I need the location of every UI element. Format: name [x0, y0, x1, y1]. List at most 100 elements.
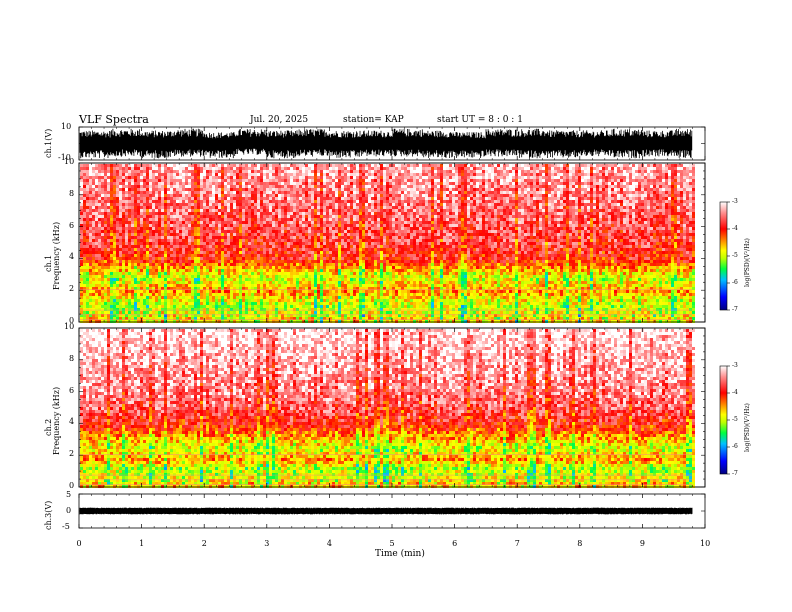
spectrogram-cell — [206, 254, 209, 257]
spectrogram-cell — [227, 188, 230, 191]
spectrogram-cell — [116, 209, 119, 212]
spectrogram-cell — [317, 206, 320, 209]
spectrogram-cell — [83, 272, 86, 275]
spectrogram-cell — [128, 266, 131, 269]
spectrogram-cell — [215, 290, 218, 293]
spectrogram-cell — [269, 242, 272, 245]
spectrogram-cell — [131, 251, 134, 254]
spectrogram-cell — [104, 281, 107, 284]
spectrogram-cell — [107, 248, 110, 251]
spectrogram-cell — [197, 284, 200, 287]
spectrogram-cell — [245, 242, 248, 245]
spectrogram-cell — [191, 233, 194, 236]
spectrogram-cell — [113, 290, 116, 293]
spectrogram-cell — [209, 311, 212, 314]
spectrogram-cell — [155, 281, 158, 284]
spectrogram-cell — [353, 179, 356, 182]
spectrogram-cell — [323, 254, 326, 257]
spectrogram-cell — [323, 176, 326, 179]
spectrogram-cell — [179, 293, 182, 296]
spectrogram-cell — [146, 194, 149, 197]
spectrogram-cell — [86, 284, 89, 287]
spectrogram-cell — [98, 242, 101, 245]
spectrogram-cell — [251, 293, 254, 296]
spectrogram-cell — [347, 197, 350, 200]
spectrogram-cell — [221, 200, 224, 203]
spectrogram-cell — [299, 176, 302, 179]
spectrogram-cell — [248, 257, 251, 260]
spectrogram-cell — [230, 281, 233, 284]
spectrogram-cell — [356, 269, 359, 272]
spectrogram-cell — [308, 185, 311, 188]
spectrogram-cell — [134, 185, 137, 188]
spectrogram-cell — [248, 221, 251, 224]
spectrogram-cell — [236, 227, 239, 230]
spectrogram-cell — [218, 179, 221, 182]
spectrogram-cell — [224, 173, 227, 176]
spectrogram-cell — [326, 167, 329, 170]
spectrogram-cell — [206, 263, 209, 266]
spectrogram-cell — [323, 191, 326, 194]
spectrogram-cell — [239, 197, 242, 200]
spectrogram-cell — [299, 275, 302, 278]
spectrogram-cell — [194, 185, 197, 188]
spectrogram-cell — [269, 278, 272, 281]
spectrogram-cell — [353, 182, 356, 185]
spectrogram-cell — [287, 302, 290, 305]
spectrogram-cell — [209, 284, 212, 287]
spectrogram-cell — [194, 164, 197, 167]
spectrogram-cell — [266, 290, 269, 293]
spectrogram-cell — [155, 185, 158, 188]
spectrogram-cell — [302, 269, 305, 272]
spectrogram-cell — [260, 308, 263, 311]
spectrogram-cell — [290, 239, 293, 242]
spectrogram-cell — [83, 254, 86, 257]
spectrogram-cell — [284, 239, 287, 242]
spectrogram-cell — [203, 227, 206, 230]
spectrogram-cell — [362, 182, 365, 185]
spectrogram-cell — [143, 203, 146, 206]
spectrogram-cell — [185, 221, 188, 224]
spectrogram-cell — [137, 212, 140, 215]
spectrogram-cell — [191, 281, 194, 284]
spectrogram-cell — [131, 245, 134, 248]
spectrogram-cell — [92, 290, 95, 293]
spectrogram-cell — [275, 299, 278, 302]
spectrogram-cell — [287, 248, 290, 251]
spectrogram-cell — [329, 311, 332, 314]
spectrogram-cell — [311, 209, 314, 212]
spectrogram-cell — [245, 272, 248, 275]
spectrogram-cell — [281, 257, 284, 260]
spectrogram-cell — [299, 206, 302, 209]
spectrogram-cell — [215, 302, 218, 305]
spectrogram-cell — [218, 239, 221, 242]
spectrogram-cell — [95, 320, 98, 323]
spectrogram-cell — [197, 236, 200, 239]
spectrogram-cell — [149, 215, 152, 218]
spectrogram-cell — [176, 173, 179, 176]
spectrogram-cell — [260, 179, 263, 182]
spectrogram-cell — [254, 311, 257, 314]
spectrogram-cell — [122, 254, 125, 257]
spectrogram-cell — [254, 296, 257, 299]
spectrogram-cell — [89, 197, 92, 200]
spectrogram-cell — [149, 308, 152, 311]
spectrogram-cell — [107, 233, 110, 236]
spectrogram-cell — [269, 290, 272, 293]
spectrogram-cell — [299, 272, 302, 275]
spectrogram-cell — [203, 191, 206, 194]
spectrogram-cell — [149, 239, 152, 242]
spectrogram-cell — [122, 278, 125, 281]
spectrogram-cell — [197, 167, 200, 170]
spectrogram-cell — [224, 239, 227, 242]
spectrogram-cell — [332, 320, 335, 323]
spectrogram-cell — [137, 272, 140, 275]
spectrogram-cell — [167, 173, 170, 176]
spectrogram-cell — [200, 176, 203, 179]
spectrogram-cell — [320, 221, 323, 224]
spectrogram-cell — [149, 191, 152, 194]
spectrogram-cell — [173, 290, 176, 293]
spectrogram-cell — [89, 296, 92, 299]
spectrogram-cell — [257, 263, 260, 266]
spectrogram-cell — [347, 314, 350, 317]
